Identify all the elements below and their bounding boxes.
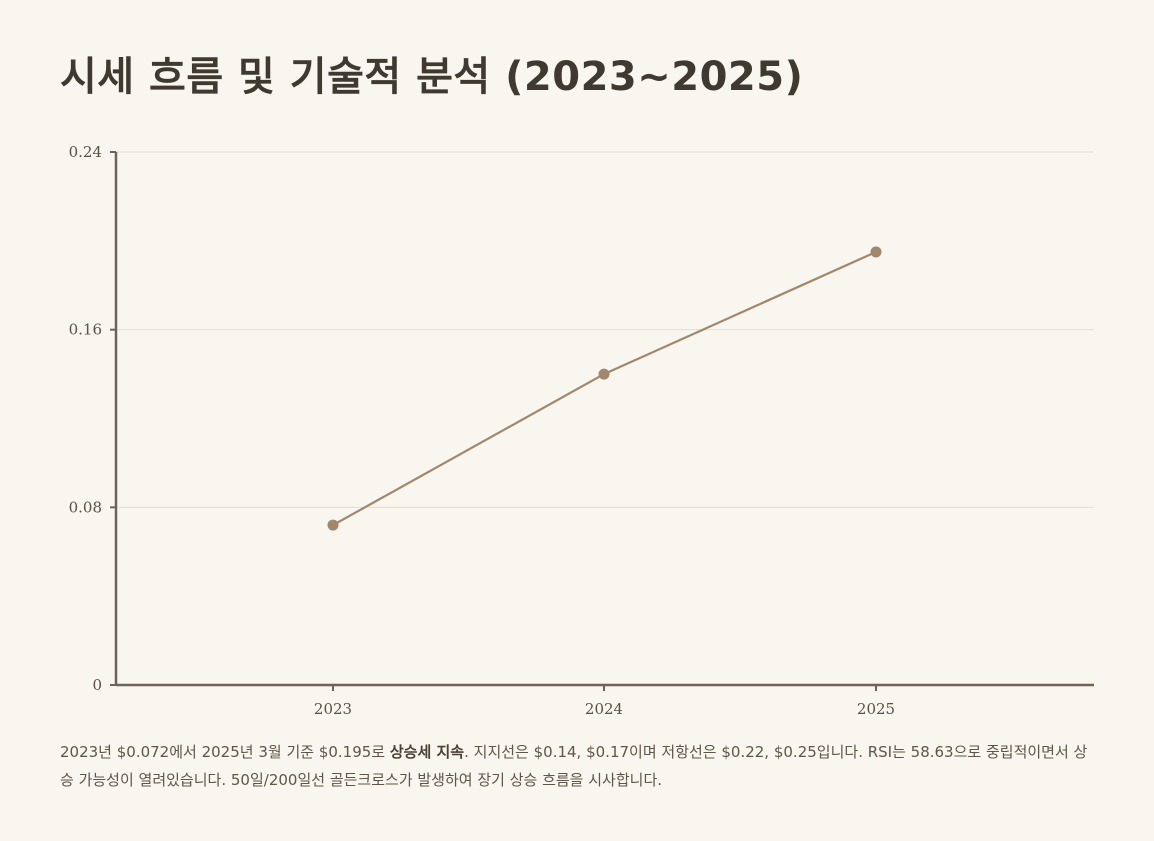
series-line: [332, 250, 877, 527]
data-point: [327, 519, 339, 531]
gridlines: [116, 151, 1094, 508]
x-tick-label: 2024: [585, 700, 623, 718]
analysis-description: 2023년 $0.072에서 2025년 3월 기준 $0.195로 상승세 지…: [60, 738, 1100, 794]
description-highlight: 상승세 지속: [389, 743, 465, 761]
y-tick-label: 0.08: [69, 498, 102, 516]
description-part1: 2023년 $0.072에서 2025년 3월 기준 $0.195로: [60, 743, 390, 761]
axes: [110, 151, 1094, 691]
y-tick-label: 0.16: [69, 321, 102, 339]
x-tick-labels: 2023 2024 2025: [314, 700, 895, 718]
data-point: [870, 246, 882, 258]
x-tick-label: 2025: [857, 700, 895, 718]
y-tick-label: 0.24: [69, 143, 102, 161]
data-point: [598, 368, 610, 380]
series: [327, 246, 882, 531]
x-tick-label: 2023: [314, 700, 352, 718]
description-part2: . 지지선은 $0.14, $0.17이며 저항선은 $0.22, $0.25입…: [60, 743, 1088, 789]
y-tick-label: 0: [92, 676, 102, 694]
y-tick-labels: 0 0.08 0.16 0.24: [69, 143, 102, 694]
page-title: 시세 흐름 및 기술적 분석 (2023~2025): [60, 54, 804, 100]
